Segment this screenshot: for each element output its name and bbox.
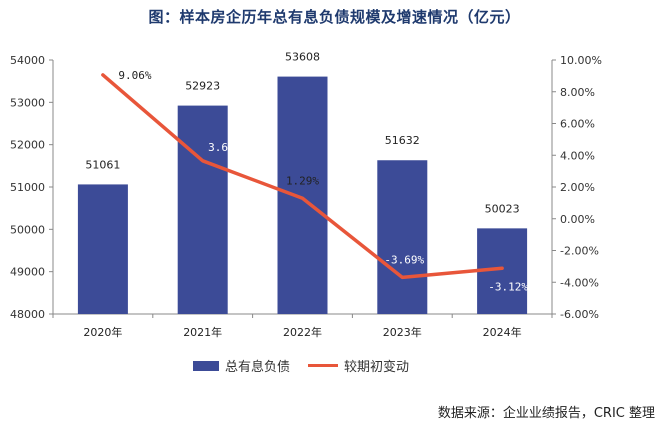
y-right-tick-label: 6.00% bbox=[560, 118, 595, 131]
y-left-tick-label: 52000 bbox=[10, 139, 45, 152]
bar-value-label: 52923 bbox=[185, 80, 220, 93]
y-left-tick-label: 51000 bbox=[10, 181, 45, 194]
x-tick-label: 2022年 bbox=[283, 325, 322, 339]
y-left-tick-label: 48000 bbox=[10, 308, 45, 321]
bar bbox=[277, 76, 328, 314]
line-point bbox=[101, 73, 105, 77]
y-right-tick-label: 4.00% bbox=[560, 149, 595, 162]
bar bbox=[77, 184, 128, 314]
chart-legend: 总有息负债 较期初变动 bbox=[193, 356, 427, 375]
legend-swatch-bar bbox=[193, 360, 219, 371]
x-tick-label: 2024年 bbox=[483, 325, 522, 339]
x-tick-label: 2021年 bbox=[183, 325, 222, 339]
line-value-label: -3.69% bbox=[384, 253, 424, 266]
legend-swatch-line bbox=[308, 364, 339, 367]
source-note: 数据来源：企业业绩报告，CRIC 整理 bbox=[437, 406, 655, 421]
line-value-label: 1.29% bbox=[286, 174, 319, 187]
line-point bbox=[400, 275, 404, 279]
line-point bbox=[301, 196, 304, 200]
bar-value-label: 50023 bbox=[485, 202, 520, 215]
line-point bbox=[500, 266, 504, 270]
legend-label-line: 较期初变动 bbox=[344, 360, 410, 375]
line-value-label: 3.65% bbox=[208, 141, 241, 154]
y-right-tick-label: 8.00% bbox=[560, 86, 595, 99]
y-right-tick-label: 2.00% bbox=[560, 181, 595, 194]
y-left-tick-label: 54000 bbox=[10, 54, 45, 67]
y-left-tick-label: 50000 bbox=[10, 223, 45, 236]
bar-value-label: 51061 bbox=[85, 158, 120, 171]
y-left-tick-label: 53000 bbox=[10, 96, 45, 109]
legend-item-bar: 总有息负债 bbox=[193, 356, 290, 375]
bar bbox=[177, 105, 228, 314]
line-value-label: -3.12% bbox=[488, 280, 528, 293]
y-right-tick-label: -2.00% bbox=[560, 245, 599, 258]
y-right-tick-label: -6.00% bbox=[560, 308, 599, 321]
y-right-tick-label: 10.00% bbox=[560, 54, 602, 67]
line-value-label: 9.06% bbox=[118, 69, 151, 82]
y-right-tick-label: -4.00% bbox=[560, 276, 599, 289]
bar bbox=[377, 160, 428, 314]
x-tick-label: 2023年 bbox=[383, 325, 422, 339]
chart-title: 图：样本房企历年总有息负债规模及增速情况（亿元） bbox=[148, 8, 521, 26]
y-right-tick-label: 0.00% bbox=[560, 213, 595, 226]
bar-value-label: 53608 bbox=[285, 51, 320, 64]
legend-label-bar: 总有息负债 bbox=[225, 360, 291, 375]
line-point bbox=[201, 159, 205, 163]
bar-value-label: 51632 bbox=[385, 134, 420, 147]
y-left-tick-label: 49000 bbox=[10, 266, 45, 279]
x-tick-label: 2020年 bbox=[83, 325, 122, 339]
legend-item-line: 较期初变动 bbox=[308, 356, 409, 375]
